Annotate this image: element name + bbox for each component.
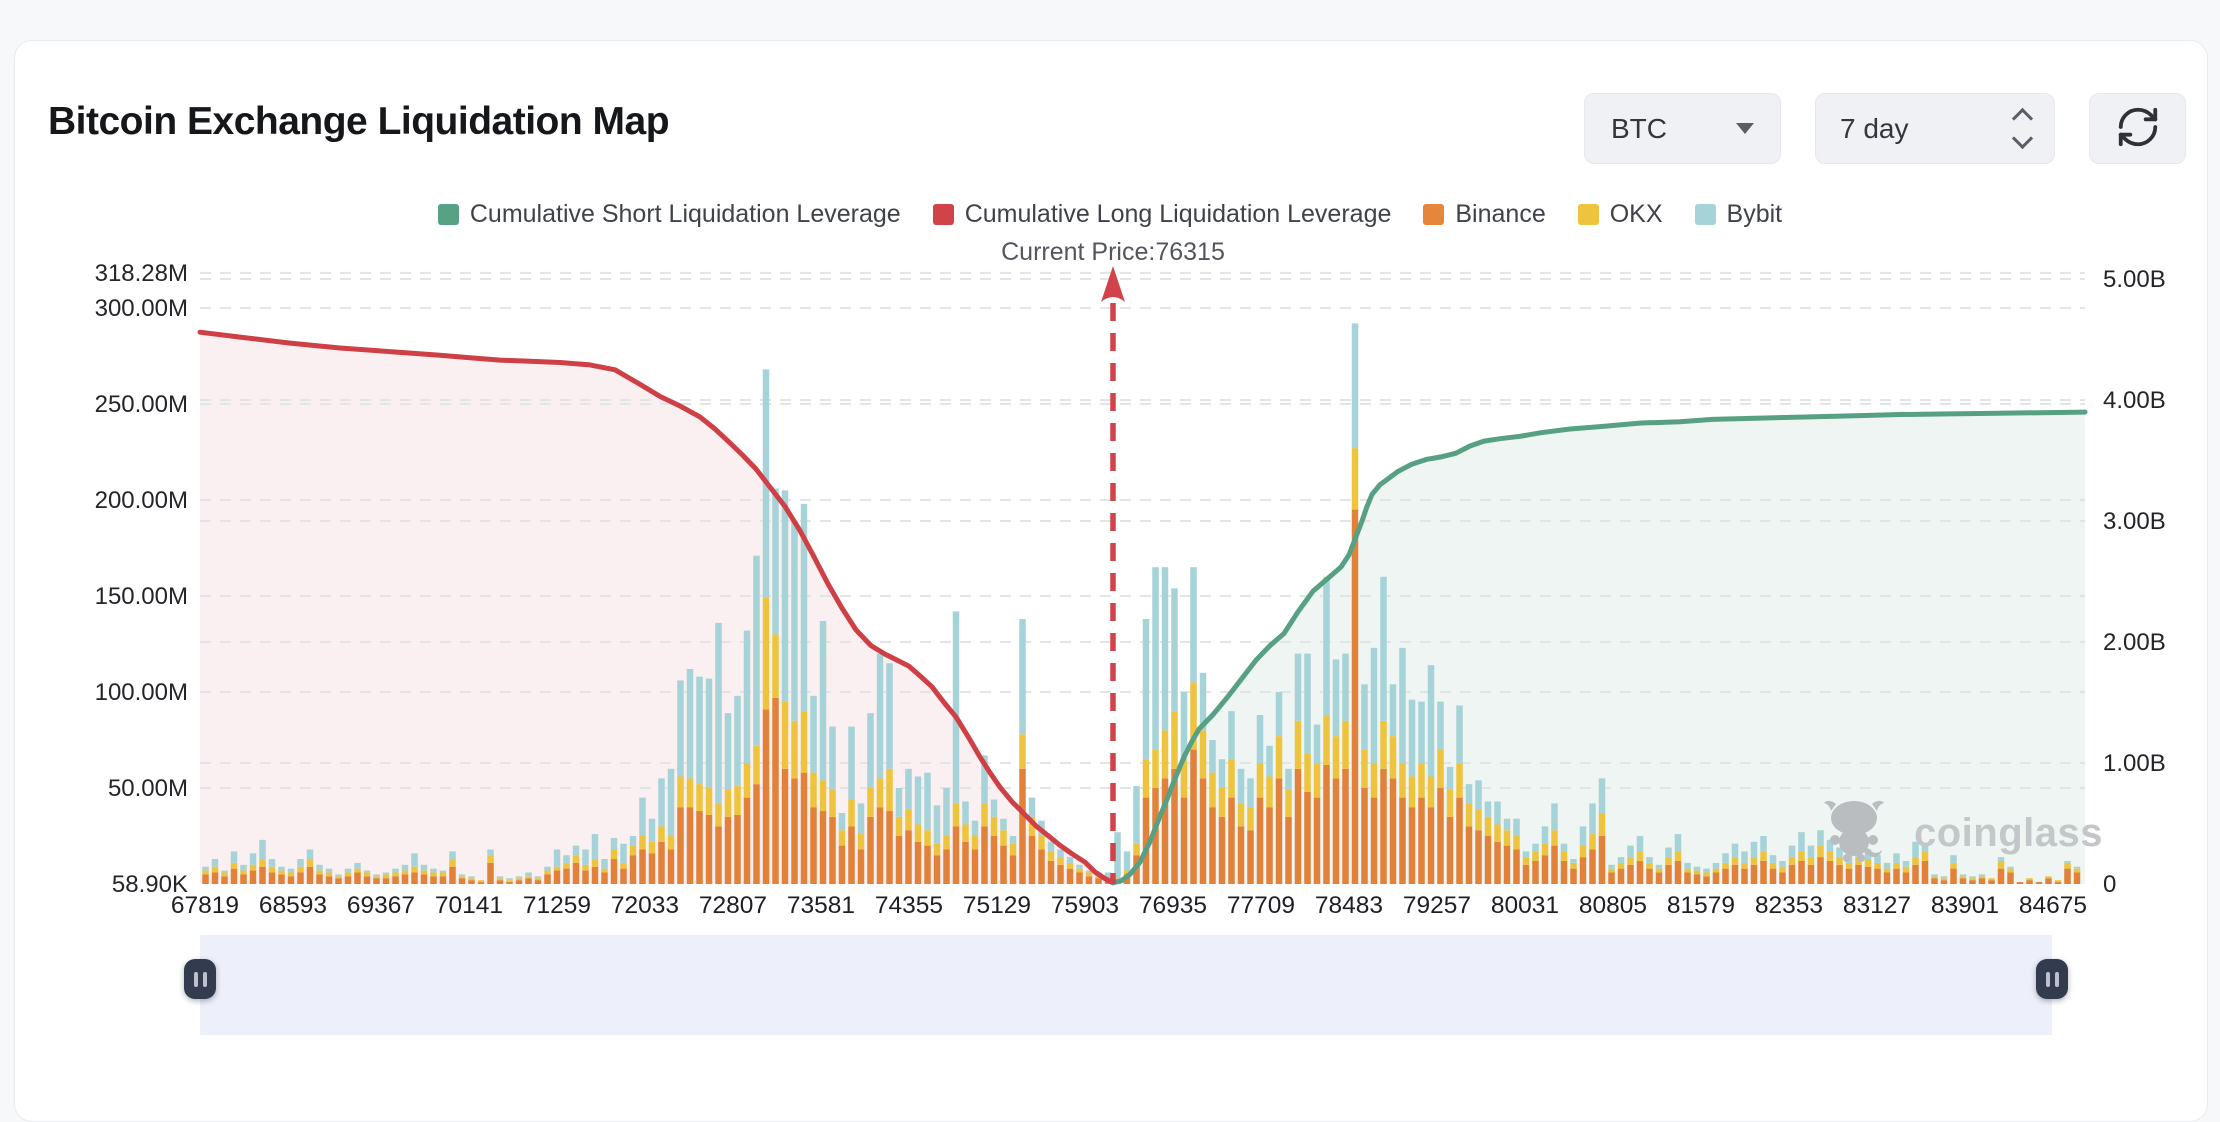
current-price-line — [1101, 266, 1125, 884]
svg-text:300.00M: 300.00M — [95, 295, 188, 322]
left-axis-labels: 318.28M 300.00M 250.00M 200.00M 150.00M 100.0… — [95, 260, 188, 898]
x-axis-labels: 67819 68593 69367 70141 71259 72033 72807 73581… — [171, 892, 2087, 919]
period-select[interactable]: 7 day — [1815, 93, 2055, 164]
svg-text:5.00B: 5.00B — [2103, 266, 2166, 293]
svg-text:2.00B: 2.00B — [2103, 629, 2166, 656]
svg-text:50.00M: 50.00M — [108, 775, 188, 802]
svg-text:100.00M: 100.00M — [95, 679, 188, 706]
svg-text:82353: 82353 — [1755, 892, 1823, 919]
svg-text:75903: 75903 — [1051, 892, 1119, 919]
legend-label: Cumulative Long Liquidation Leverage — [964, 200, 1392, 228]
legend-item-cumulative-long[interactable]: Cumulative Long Liquidation Leverage — [932, 200, 1392, 229]
period-select-value: 7 day — [1840, 112, 1909, 144]
gridlines — [200, 271, 2085, 789]
svg-text:72033: 72033 — [611, 892, 679, 919]
range-slider-right-handle[interactable] — [2036, 959, 2068, 999]
svg-text:80805: 80805 — [1579, 892, 1647, 919]
chevron-up-down-icon — [2011, 107, 2034, 150]
legend-swatch-cumulative-long — [932, 204, 954, 225]
right-axis-labels: 5.00B 4.00B 3.00B 2.00B 1.00B 0 — [2103, 266, 2166, 898]
range-slider-left-handle[interactable] — [184, 959, 216, 999]
legend-item-cumulative-short[interactable]: Cumulative Short Liquidation Leverage — [437, 200, 901, 229]
cumulative-short-line — [1110, 409, 2088, 886]
cumulative-long-line — [197, 329, 1116, 886]
svg-text:1.00B: 1.00B — [2103, 750, 2166, 777]
svg-text:81579: 81579 — [1667, 892, 1735, 919]
svg-text:80031: 80031 — [1491, 892, 1559, 919]
symbol-select-value: BTC — [1611, 112, 1667, 144]
legend-label: Cumulative Short Liquidation Leverage — [469, 200, 901, 228]
symbol-select[interactable]: BTC — [1584, 93, 1781, 164]
svg-text:3.00B: 3.00B — [2103, 508, 2166, 535]
refresh-button[interactable] — [2089, 93, 2186, 164]
svg-text:69367: 69367 — [347, 892, 415, 919]
svg-text:72807: 72807 — [699, 892, 767, 919]
svg-text:70141: 70141 — [435, 892, 503, 919]
refresh-cw-icon — [2115, 104, 2161, 153]
legend-label: OKX — [1609, 200, 1663, 228]
chart-legend: Cumulative Short Liquidation Leverage Cum… — [110, 200, 2110, 229]
legend-item-okx[interactable]: OKX — [1577, 200, 1663, 229]
svg-text:74355: 74355 — [875, 892, 943, 919]
liquidation-chart[interactable]: 318.28M 300.00M 250.00M 200.00M 150.00M 100.0… — [0, 0, 2220, 1062]
legend-item-bybit[interactable]: Bybit — [1694, 200, 1783, 229]
svg-text:77709: 77709 — [1227, 892, 1295, 919]
chevron-down-icon — [1736, 123, 1754, 134]
current-price-label: Current Price:76315 — [1001, 238, 1225, 266]
legend-label: Binance — [1455, 200, 1546, 228]
svg-text:76935: 76935 — [1139, 892, 1207, 919]
svg-text:78483: 78483 — [1315, 892, 1383, 919]
legend-swatch-bybit — [1694, 204, 1716, 225]
svg-text:4.00B: 4.00B — [2103, 387, 2166, 414]
svg-text:79257: 79257 — [1403, 892, 1471, 919]
svg-text:83901: 83901 — [1931, 892, 1999, 919]
svg-text:75129: 75129 — [963, 892, 1031, 919]
chart-range-slider[interactable] — [184, 935, 2068, 1035]
svg-text:318.28M: 318.28M — [95, 260, 188, 287]
svg-text:200.00M: 200.00M — [95, 487, 188, 514]
pause-icon — [193, 971, 198, 987]
legend-swatch-cumulative-short — [437, 204, 459, 225]
svg-text:84675: 84675 — [2019, 892, 2087, 919]
svg-text:83127: 83127 — [1843, 892, 1911, 919]
legend-swatch-okx — [1577, 204, 1599, 225]
svg-text:150.00M: 150.00M — [95, 583, 188, 610]
legend-swatch-binance — [1423, 204, 1445, 225]
svg-text:73581: 73581 — [787, 892, 855, 919]
legend-label: Bybit — [1726, 200, 1783, 228]
legend-item-binance[interactable]: Binance — [1423, 200, 1546, 229]
svg-text:71259: 71259 — [523, 892, 591, 919]
svg-text:0: 0 — [2103, 871, 2116, 898]
svg-text:67819: 67819 — [171, 892, 239, 919]
svg-text:58.90K: 58.90K — [112, 871, 188, 898]
page-title: Bitcoin Exchange Liquidation Map — [48, 100, 670, 143]
svg-text:68593: 68593 — [259, 892, 327, 919]
long-area-fill — [200, 332, 1113, 884]
pause-icon — [2045, 971, 2050, 987]
svg-text:250.00M: 250.00M — [95, 391, 188, 418]
